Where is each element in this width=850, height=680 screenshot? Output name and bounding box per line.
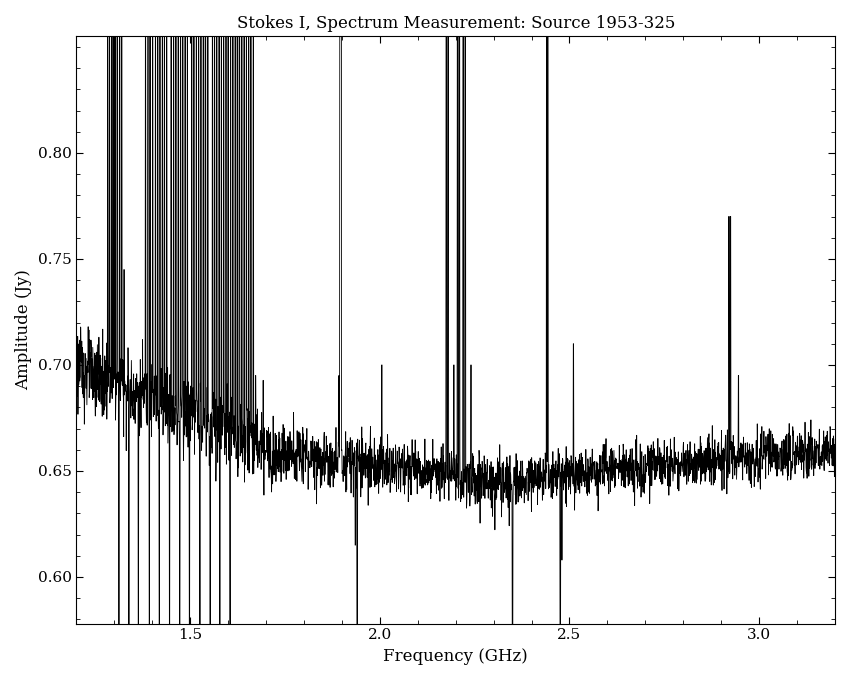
Title: Stokes I, Spectrum Measurement: Source 1953-325: Stokes I, Spectrum Measurement: Source 1… — [236, 15, 675, 32]
Y-axis label: Amplitude (Jy): Amplitude (Jy) — [15, 269, 32, 390]
X-axis label: Frequency (GHz): Frequency (GHz) — [383, 648, 528, 665]
